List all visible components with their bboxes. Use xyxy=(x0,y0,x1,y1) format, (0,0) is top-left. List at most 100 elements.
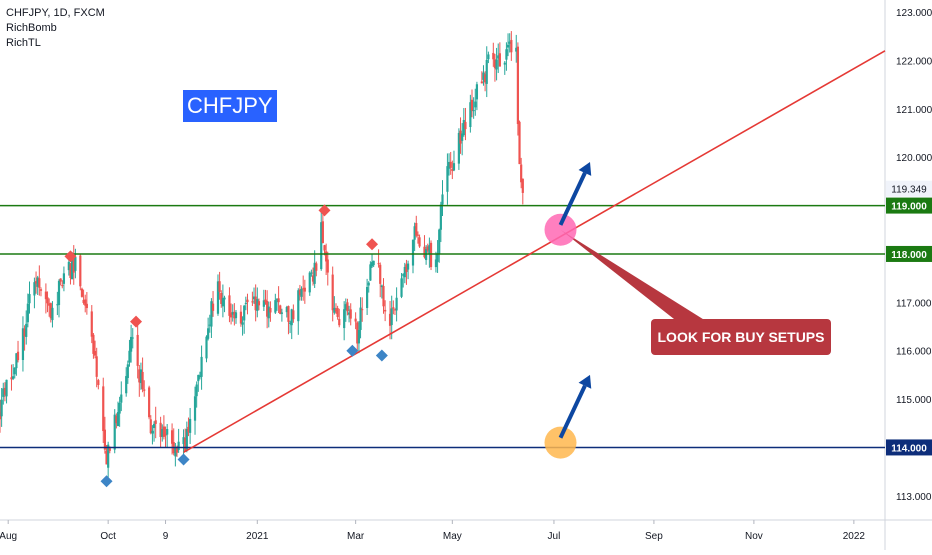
lower-highlight-circle xyxy=(544,426,577,459)
candle-body xyxy=(223,297,226,300)
candle xyxy=(187,417,190,437)
candle-body xyxy=(34,281,38,284)
candle-body xyxy=(508,41,511,44)
candle-body xyxy=(175,448,179,453)
arrow-head xyxy=(578,162,592,176)
candle xyxy=(126,360,129,384)
candle xyxy=(388,300,392,340)
candle xyxy=(48,298,51,317)
candle-body xyxy=(151,430,154,434)
candle-body xyxy=(366,286,369,309)
candle xyxy=(434,251,438,273)
candle xyxy=(231,304,234,322)
candle xyxy=(277,286,280,313)
candle xyxy=(384,300,387,322)
candle-body xyxy=(2,388,5,397)
candle xyxy=(400,273,403,299)
candle-body xyxy=(464,121,467,130)
candle-body xyxy=(90,311,93,337)
candle-body xyxy=(233,311,236,319)
candle-body xyxy=(239,311,243,324)
arrow-head xyxy=(578,374,592,389)
candle xyxy=(452,150,456,172)
candle xyxy=(148,385,151,420)
candle xyxy=(470,89,474,118)
candle-body xyxy=(346,302,349,312)
candle-body xyxy=(149,419,152,434)
candle-body xyxy=(331,274,334,311)
candle-body xyxy=(74,257,77,271)
candle-body xyxy=(485,59,488,84)
indicator-richtl: RichTL xyxy=(6,37,41,49)
candle xyxy=(116,401,120,427)
candle xyxy=(380,284,383,299)
candle xyxy=(256,287,259,318)
candle xyxy=(367,281,370,293)
candle-body xyxy=(138,369,141,383)
candle-body xyxy=(475,84,479,100)
candle xyxy=(211,291,215,317)
candle-body xyxy=(274,300,277,313)
candle-body xyxy=(13,367,16,375)
candle xyxy=(515,34,518,63)
candle-body xyxy=(516,46,519,125)
candle-body xyxy=(344,304,347,310)
candle xyxy=(189,407,192,444)
candle xyxy=(495,47,498,81)
candle xyxy=(505,42,508,71)
candle xyxy=(377,249,380,268)
candle xyxy=(154,406,157,439)
candle-body xyxy=(359,307,362,330)
candle xyxy=(246,293,249,315)
candle xyxy=(426,243,429,253)
candle-body xyxy=(302,288,305,290)
candle-body xyxy=(347,312,351,315)
candle xyxy=(44,283,47,314)
candle xyxy=(164,426,167,449)
candle-body xyxy=(498,53,501,67)
candle-body xyxy=(415,222,418,236)
candle xyxy=(195,381,198,408)
candle-body xyxy=(28,294,31,304)
candle-body xyxy=(51,307,54,321)
candle-body xyxy=(492,52,495,60)
candle xyxy=(370,253,374,268)
candle xyxy=(459,117,462,154)
candle xyxy=(449,151,452,175)
candle xyxy=(102,377,105,444)
candle-body xyxy=(67,261,70,271)
candle xyxy=(356,321,359,351)
candle xyxy=(406,260,410,280)
candle-body xyxy=(423,246,426,258)
candle-body xyxy=(231,311,234,315)
time-tick-label: Oct xyxy=(100,531,116,542)
candle xyxy=(39,287,43,297)
candle xyxy=(474,88,477,116)
candle-body xyxy=(71,254,74,280)
candle-body xyxy=(487,54,490,60)
candle xyxy=(308,271,311,296)
candle xyxy=(93,340,97,359)
candle xyxy=(267,301,270,328)
candle xyxy=(125,367,128,397)
candle-body xyxy=(356,322,359,344)
candle-body xyxy=(62,273,66,284)
time-tick-label: Mar xyxy=(347,531,365,542)
indicator-richbomb: RichBomb xyxy=(6,22,57,34)
candle-body xyxy=(288,322,292,324)
candle xyxy=(480,71,483,84)
candle xyxy=(138,365,141,397)
candle xyxy=(254,284,257,322)
candle xyxy=(36,275,39,295)
candle xyxy=(439,201,442,243)
candle-body xyxy=(61,285,64,287)
candle xyxy=(451,160,454,180)
candle xyxy=(34,271,38,294)
candle-body xyxy=(413,226,416,240)
candle-body xyxy=(361,309,364,311)
candle-body xyxy=(221,297,224,307)
candle-body xyxy=(72,256,75,273)
candle xyxy=(395,287,398,322)
